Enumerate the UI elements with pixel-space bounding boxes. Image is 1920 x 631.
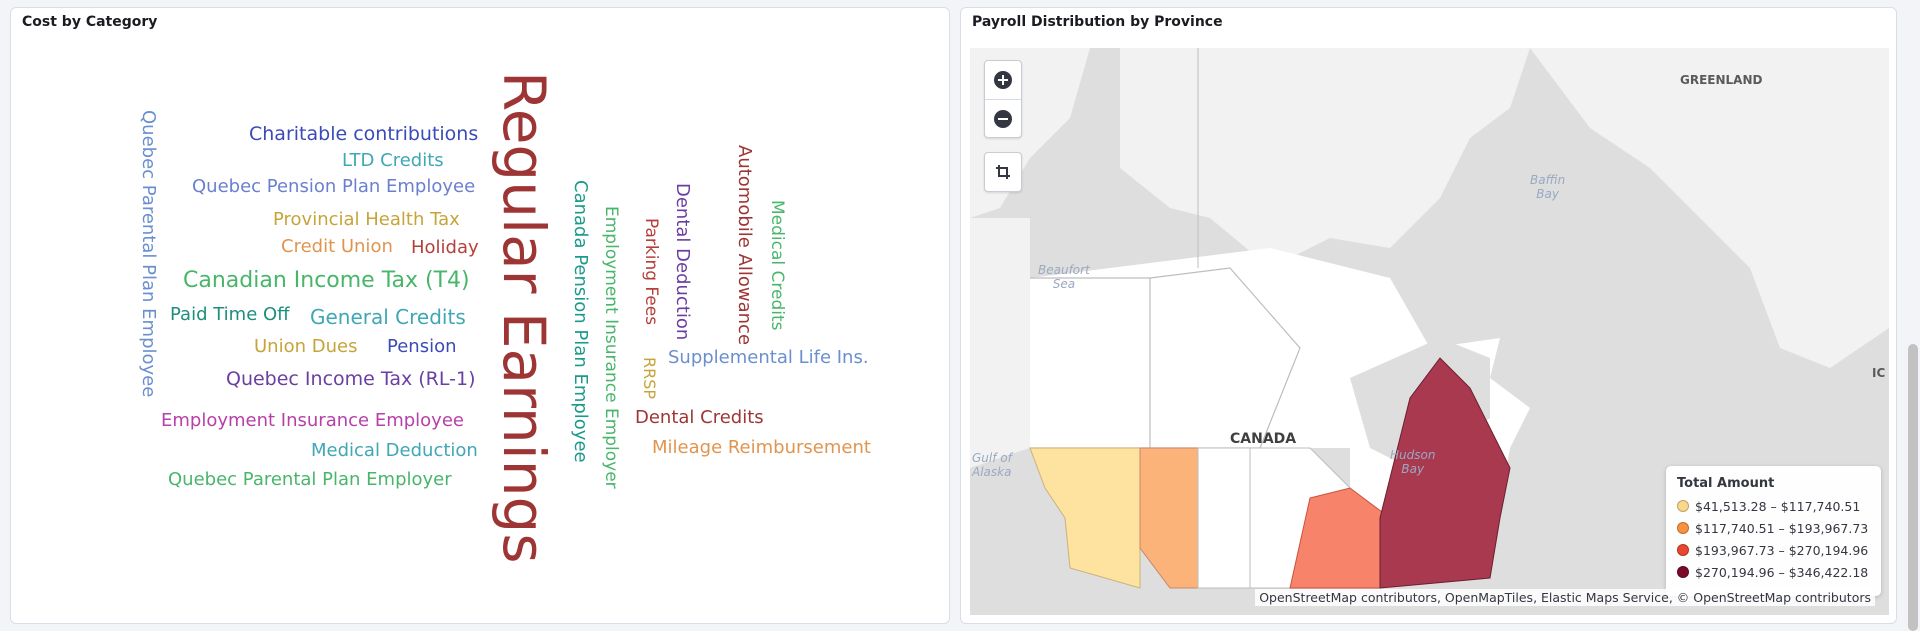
word-quebec-pension-plan-employee[interactable]: Quebec Pension Plan Employee: [192, 176, 476, 197]
word-parking-fees[interactable]: Parking Fees: [641, 218, 661, 326]
word-canada-pension-plan-employee[interactable]: Canada Pension Plan Employee: [570, 180, 591, 463]
word-automobile-allowance[interactable]: Automobile Allowance: [734, 145, 755, 346]
word-employment-insurance-employer[interactable]: Employment Insurance Employer: [601, 206, 621, 489]
scrollbar-thumb[interactable]: [1908, 344, 1918, 631]
zoom-in-button[interactable]: [985, 61, 1021, 99]
map-canvas[interactable]: GREENLAND Baffin Bay Beaufort Sea CANADA…: [970, 48, 1889, 615]
panel-title: Cost by Category: [22, 14, 158, 30]
word-union-dues[interactable]: Union Dues: [254, 336, 358, 357]
legend-swatch: [1677, 500, 1689, 512]
crop-button[interactable]: [985, 153, 1021, 191]
legend-item: $193,967.73 – $270,194.96: [1677, 539, 1870, 561]
label-greenland: GREENLAND: [1680, 73, 1763, 87]
legend-swatch: [1677, 522, 1689, 534]
legend-swatch: [1677, 566, 1689, 578]
label-hudson-bay: Hudson Bay: [1390, 448, 1436, 476]
legend-item: $117,740.51 – $193,967.73: [1677, 517, 1870, 539]
label-baffin-bay: Baffin Bay: [1530, 173, 1566, 201]
legend-title: Total Amount: [1677, 476, 1775, 491]
zoom-out-button[interactable]: [985, 99, 1021, 138]
word-canadian-income-tax[interactable]: Canadian Income Tax (T4): [183, 268, 470, 293]
legend-label: $117,740.51 – $193,967.73: [1695, 520, 1869, 536]
word-ltd-credits[interactable]: LTD Credits: [342, 150, 444, 171]
word-credit-union[interactable]: Credit Union: [281, 236, 393, 257]
crop-icon: [996, 165, 1010, 179]
payroll-distribution-panel: Payroll Distribution by Province: [960, 7, 1897, 624]
legend-label: $270,194.96 – $346,422.18: [1695, 564, 1869, 580]
word-rrsp[interactable]: RRSP: [640, 357, 659, 400]
minus-circle-icon: [994, 110, 1012, 128]
province-quebec: [1379, 357, 1511, 589]
word-general-credits[interactable]: General Credits: [310, 305, 466, 329]
word-charitable-contributions[interactable]: Charitable contributions: [249, 123, 479, 145]
label-beaufort-sea: Beaufort Sea: [1038, 263, 1090, 291]
word-quebec-parental-plan-employer[interactable]: Quebec Parental Plan Employer: [168, 469, 452, 490]
label-iceland-partial: IC: [1872, 366, 1886, 380]
map-attribution[interactable]: OpenStreetMap contributors, OpenMapTiles…: [1255, 589, 1875, 606]
word-cloud: Quebec Parental Plan Employee Charitable…: [11, 8, 949, 623]
word-mileage-reimbursement[interactable]: Mileage Reimbursement: [652, 437, 871, 458]
word-dental-deduction[interactable]: Dental Deduction: [672, 183, 693, 341]
word-holiday[interactable]: Holiday: [411, 237, 479, 258]
panel-title: Payroll Distribution by Province: [972, 14, 1223, 30]
legend-item: $41,513.28 – $117,740.51: [1677, 495, 1870, 517]
legend-label: $41,513.28 – $117,740.51: [1695, 498, 1861, 514]
word-quebec-income-tax[interactable]: Quebec Income Tax (RL-1): [226, 368, 476, 390]
plus-circle-icon: [994, 71, 1012, 89]
legend-label: $193,967.73 – $270,194.96: [1695, 542, 1869, 558]
legend-item: $270,194.96 – $346,422.18: [1677, 561, 1870, 583]
cost-by-category-panel: Cost by Category Quebec Parental Plan Em…: [10, 7, 950, 624]
word-dental-credits[interactable]: Dental Credits: [635, 407, 764, 428]
label-canada: CANADA: [1230, 431, 1297, 447]
word-pension[interactable]: Pension: [387, 336, 457, 357]
map-legend: Total Amount $41,513.28 – $117,740.51 $1…: [1666, 466, 1881, 596]
word-quebec-parental-plan-employee[interactable]: Quebec Parental Plan Employee: [138, 110, 159, 398]
word-regular-earnings[interactable]: Regular Earnings: [490, 71, 558, 564]
word-paid-time-off[interactable]: Paid Time Off: [170, 304, 290, 325]
page-scrollbar[interactable]: [1906, 0, 1920, 631]
crop-control: [984, 152, 1022, 192]
word-employment-insurance-employee[interactable]: Employment Insurance Employee: [161, 410, 464, 431]
word-medical-deduction[interactable]: Medical Deduction: [311, 440, 478, 461]
legend-swatch: [1677, 544, 1689, 556]
zoom-controls: [984, 60, 1022, 138]
word-medical-credits[interactable]: Medical Credits: [767, 200, 787, 331]
word-provincial-health-tax[interactable]: Provincial Health Tax: [273, 209, 460, 230]
label-gulf-of-alaska: Gulf of Alaska: [972, 451, 1012, 479]
province-alberta: [1139, 447, 1199, 589]
word-supplemental-life-ins[interactable]: Supplemental Life Ins.: [668, 347, 869, 368]
